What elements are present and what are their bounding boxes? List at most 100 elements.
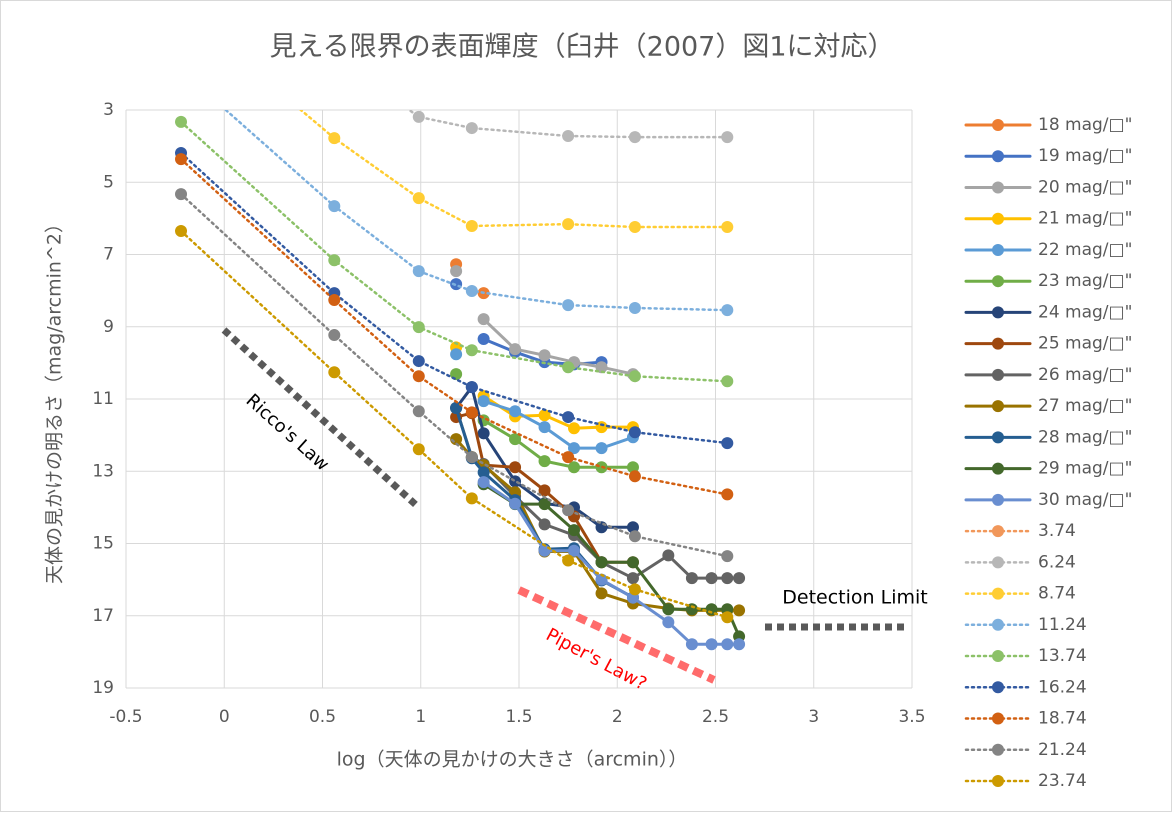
legend-label: 8.74 xyxy=(1038,584,1076,604)
legend-marker xyxy=(992,681,1004,694)
data-point xyxy=(562,411,575,424)
data-point xyxy=(721,488,734,501)
y-tick-label: 3 xyxy=(103,100,114,120)
legend-marker xyxy=(992,743,1004,756)
data-point xyxy=(628,370,641,383)
data-point xyxy=(562,218,575,231)
data-point xyxy=(509,475,522,488)
legend-marker xyxy=(992,337,1004,350)
legend-label: 24 mag/□" xyxy=(1038,302,1132,322)
data-point xyxy=(628,426,641,439)
data-point xyxy=(412,321,425,334)
annotation: Detection Limit xyxy=(782,587,927,609)
legend-marker xyxy=(992,650,1004,663)
data-point xyxy=(721,375,734,388)
data-point xyxy=(685,572,698,585)
x-axis-label: log（天体の見かけの大きさ（arcmin）） xyxy=(337,749,688,771)
data-point xyxy=(721,572,734,585)
data-point xyxy=(721,638,734,651)
data-point xyxy=(465,381,478,394)
x-tick-label: 0 xyxy=(219,707,230,727)
data-point xyxy=(412,370,425,383)
data-point xyxy=(595,421,608,434)
data-point xyxy=(705,638,718,651)
legend-label: 11.24 xyxy=(1038,615,1087,635)
data-point xyxy=(626,461,639,474)
data-point xyxy=(562,554,575,567)
data-point xyxy=(626,572,639,585)
data-point xyxy=(175,225,188,238)
data-point xyxy=(626,521,639,534)
data-point xyxy=(509,343,522,356)
data-point xyxy=(509,405,522,418)
legend-label: 30 mag/□" xyxy=(1038,490,1132,510)
data-point xyxy=(733,604,746,617)
x-tick-label: 1 xyxy=(415,707,426,727)
data-point xyxy=(538,421,551,434)
legend-label: 25 mag/□" xyxy=(1038,334,1132,354)
data-point xyxy=(328,200,341,213)
data-point xyxy=(721,131,734,144)
data-point xyxy=(450,348,463,361)
x-tick-label: 1.5 xyxy=(505,707,532,727)
data-point xyxy=(662,603,675,616)
data-point xyxy=(465,122,478,135)
data-point xyxy=(465,451,478,464)
legend-label: 23.74 xyxy=(1038,771,1087,791)
legend-label: 21.24 xyxy=(1038,740,1087,760)
data-point xyxy=(477,476,490,489)
legend-label: 16.24 xyxy=(1038,677,1087,697)
data-point xyxy=(595,556,608,569)
data-point xyxy=(562,504,575,517)
legend-label: 3.74 xyxy=(1038,521,1076,541)
legend-marker xyxy=(992,181,1004,194)
x-tick-label: 0.5 xyxy=(309,707,336,727)
data-point xyxy=(538,409,551,422)
y-tick-label: 13 xyxy=(92,461,114,481)
data-point xyxy=(538,498,551,511)
legend-marker xyxy=(992,493,1004,506)
data-point xyxy=(568,442,581,455)
y-tick-label: 7 xyxy=(103,245,114,265)
data-point xyxy=(562,299,575,312)
data-point xyxy=(626,556,639,569)
data-point xyxy=(628,530,641,543)
legend-label: 23 mag/□" xyxy=(1038,271,1132,291)
data-point xyxy=(328,366,341,379)
data-point xyxy=(328,294,341,307)
data-point xyxy=(662,616,675,629)
data-point xyxy=(465,492,478,505)
data-point xyxy=(705,572,718,585)
data-point xyxy=(628,470,641,483)
data-point xyxy=(175,115,188,128)
ricco-line xyxy=(221,327,419,508)
data-point xyxy=(562,451,575,464)
legend-label: 27 mag/□" xyxy=(1038,396,1132,416)
data-point xyxy=(733,638,746,651)
legend-label: 13.74 xyxy=(1038,646,1087,666)
data-point xyxy=(662,549,675,562)
legend-label: 28 mag/□" xyxy=(1038,427,1132,447)
legend-label: 22 mag/□" xyxy=(1038,240,1132,260)
y-tick-label: 15 xyxy=(92,534,114,554)
grid xyxy=(125,109,913,689)
legend-label: 26 mag/□" xyxy=(1038,365,1132,385)
data-point xyxy=(562,130,575,143)
legend-marker xyxy=(992,556,1004,569)
data-point xyxy=(595,521,608,534)
x-tick-label: 2 xyxy=(612,707,623,727)
data-point xyxy=(509,433,522,446)
data-point xyxy=(465,219,478,232)
legend-label: 29 mag/□" xyxy=(1038,459,1132,479)
y-tick-label: 19 xyxy=(92,678,114,698)
data-point xyxy=(477,313,490,326)
data-point xyxy=(465,284,478,297)
data-point xyxy=(595,573,608,586)
y-tick-label: 9 xyxy=(103,317,114,337)
legend-marker xyxy=(992,712,1004,725)
legend-marker xyxy=(992,400,1004,413)
plot-area xyxy=(175,110,746,651)
y-tick-label: 17 xyxy=(92,606,114,626)
data-point xyxy=(412,405,425,418)
